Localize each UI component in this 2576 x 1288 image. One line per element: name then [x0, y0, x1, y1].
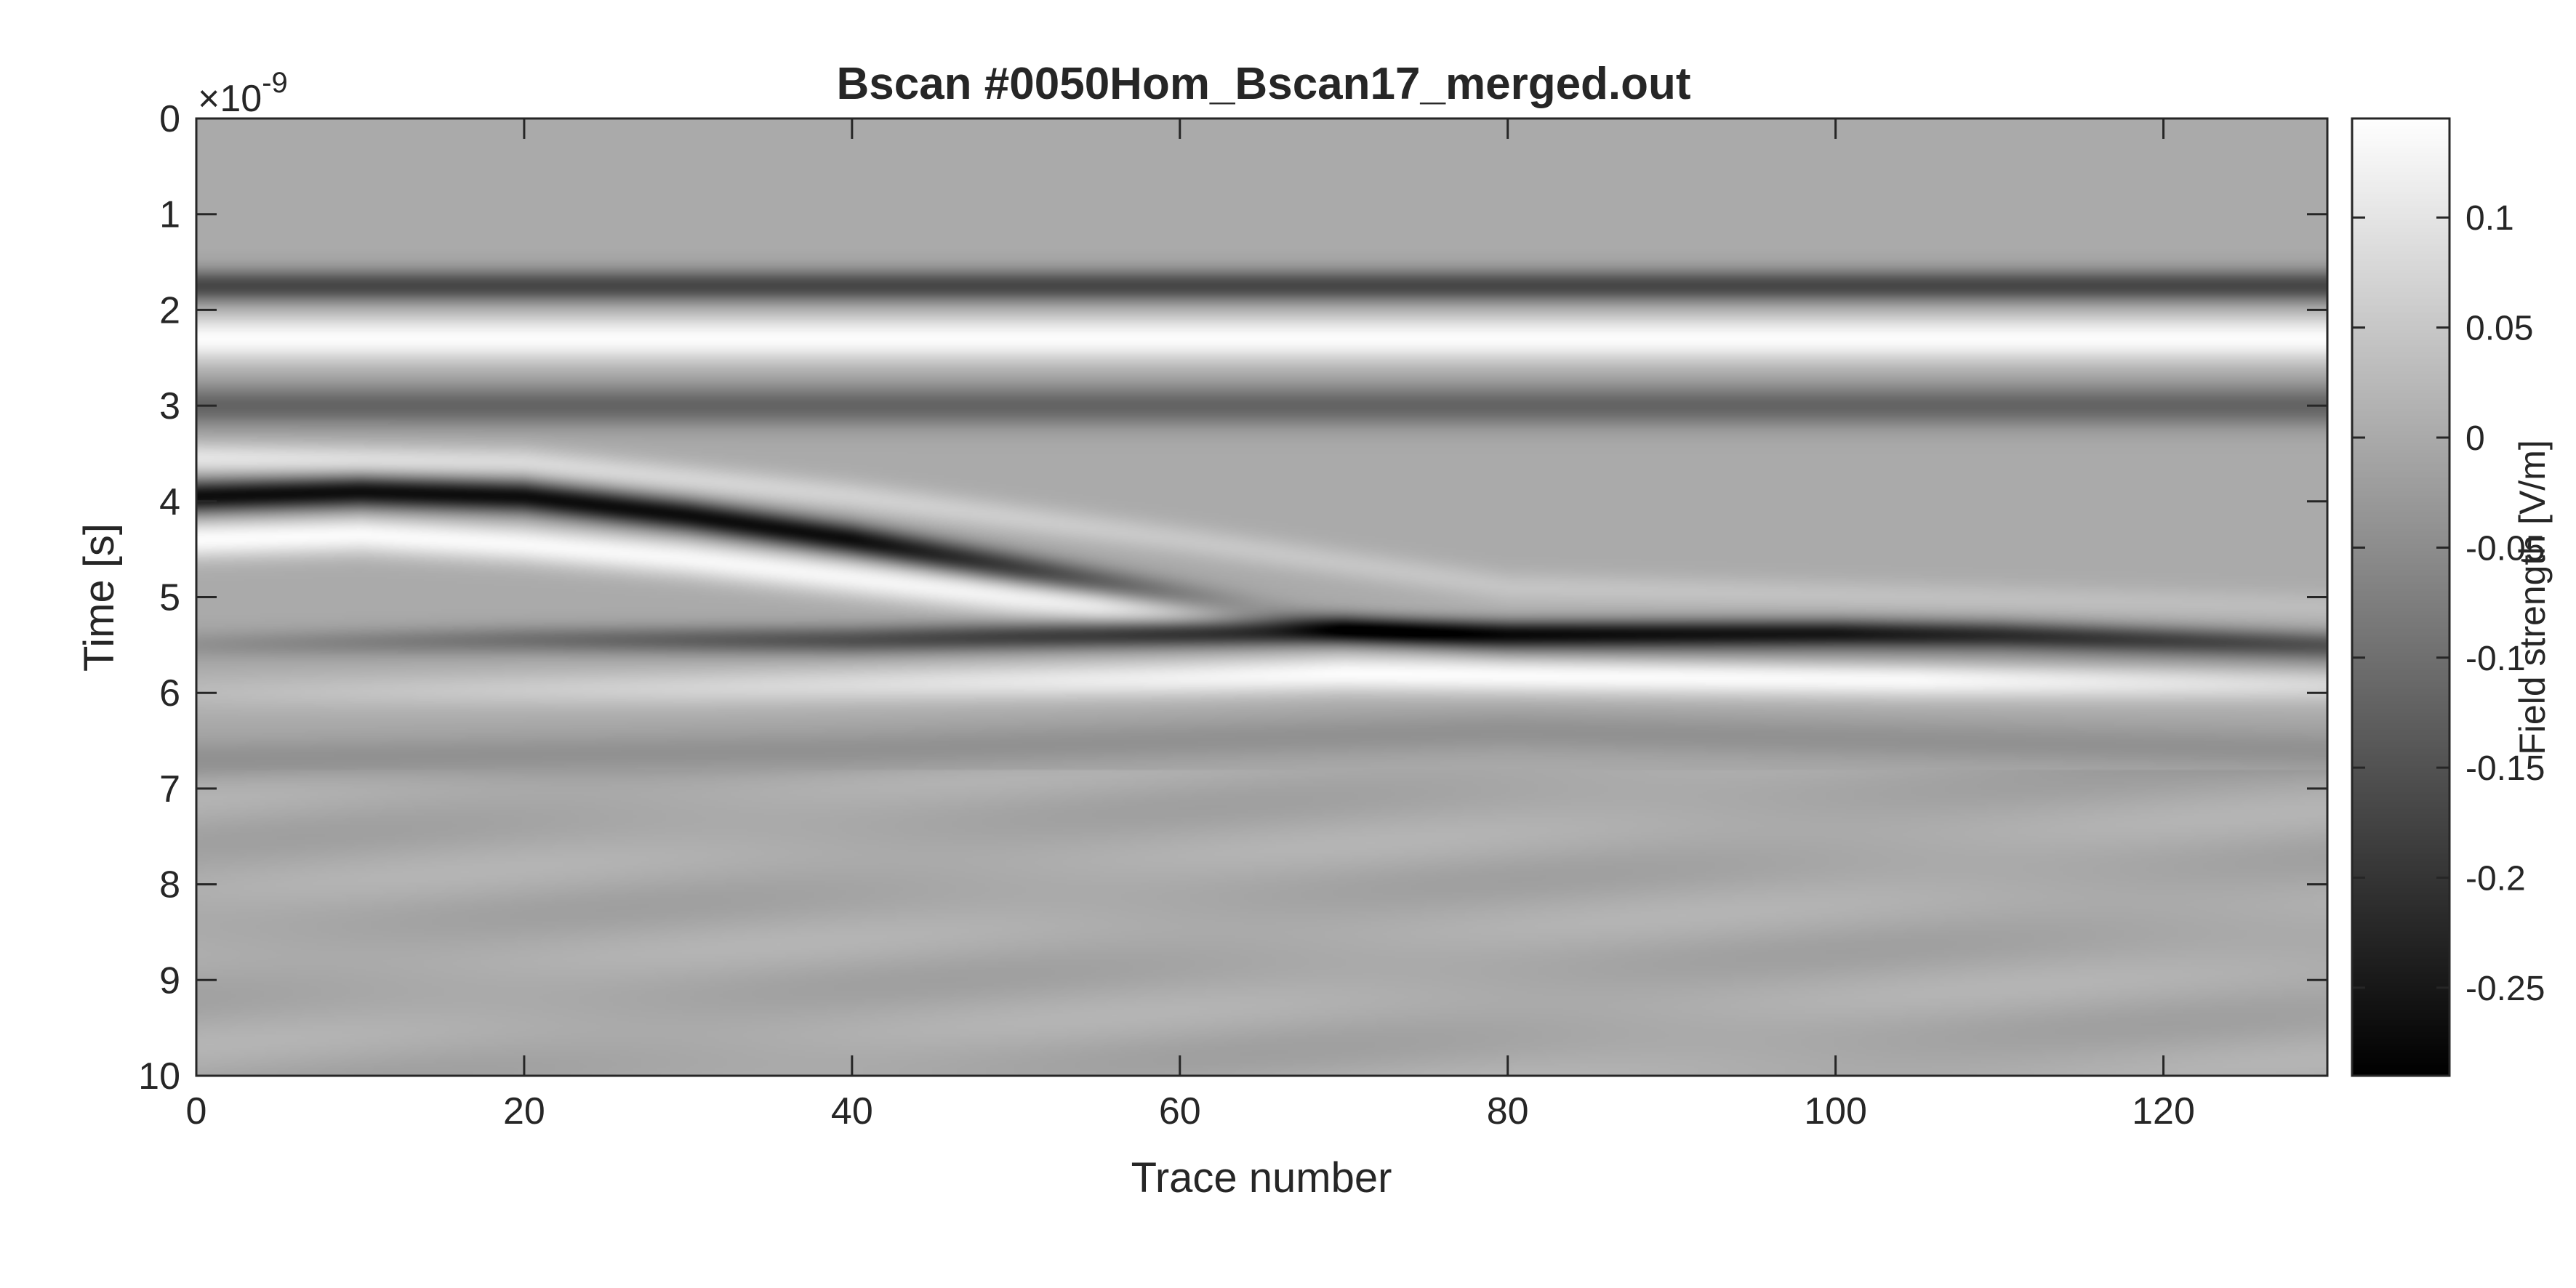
- y-tick-label: 8: [159, 864, 180, 906]
- y-tick-label: 2: [159, 289, 180, 331]
- y-exponent-base: ×10: [198, 78, 262, 120]
- x-tick-label: 80: [1487, 1090, 1529, 1132]
- y-tick-label: 4: [159, 481, 180, 523]
- x-tick-label: 20: [503, 1090, 545, 1132]
- y-tick-label: 3: [159, 385, 180, 427]
- colorbar-label: Field strength [V/m]: [2512, 440, 2553, 755]
- x-axis-label: Trace number: [1131, 1154, 1392, 1202]
- colorbar-tick-label: -0.2: [2465, 860, 2526, 898]
- colorbar-tick-label: -0.05: [2465, 529, 2545, 568]
- colorbar-gradient: [2352, 118, 2449, 1076]
- colorbar-tick-label: 0.1: [2465, 199, 2514, 238]
- colorbar-tick-label: -0.15: [2465, 749, 2545, 788]
- x-axis-ticks: 0 20 40 60 80 100 120: [186, 118, 2195, 1132]
- y-tick-label: 10: [138, 1055, 180, 1098]
- svg-text:×10-9: ×10-9: [198, 67, 288, 120]
- x-tick-label: 100: [1804, 1090, 1867, 1132]
- y-axis-label: Time [s]: [76, 523, 123, 672]
- heatmap-plot-area: [195, 117, 2329, 1077]
- y-tick-label: 9: [159, 959, 180, 1002]
- x-tick-label: 120: [2132, 1090, 2195, 1132]
- y-axis-ticks: 0 1 2 3 4 5 6 7 8 9 10: [138, 98, 2327, 1098]
- colorbar-tick-label: 0.05: [2465, 310, 2533, 348]
- x-tick-label: 60: [1159, 1090, 1201, 1132]
- heatmap-image: [196, 118, 2327, 1076]
- chart-title: Bscan #0050Hom_Bscan17_merged.out: [836, 59, 1690, 109]
- x-tick-label: 0: [186, 1090, 207, 1132]
- y-tick-label: 5: [159, 577, 180, 619]
- x-tick-label: 40: [831, 1090, 873, 1132]
- colorbar: 0.1 0.05 0 -0.05 -0.1 -0.15 -0.2 -0.25: [2351, 117, 2545, 1077]
- colorbar-tick-label: 0: [2465, 419, 2485, 458]
- colorbar-tick-label: -0.25: [2465, 970, 2545, 1008]
- y-exponent-power: -9: [262, 67, 288, 99]
- colorbar-frame: [2351, 117, 2451, 1077]
- y-tick-label: 6: [159, 672, 180, 715]
- colorbar-tick-label: -0.1: [2465, 640, 2526, 678]
- y-tick-label: 0: [159, 98, 180, 140]
- colorbar-ticks: 0.1 0.05 0 -0.05 -0.1 -0.15 -0.2 -0.25: [2352, 199, 2545, 1008]
- y-exponent: ×10-9: [198, 67, 288, 120]
- y-tick-label: 1: [159, 194, 180, 236]
- y-tick-label: 7: [159, 768, 180, 810]
